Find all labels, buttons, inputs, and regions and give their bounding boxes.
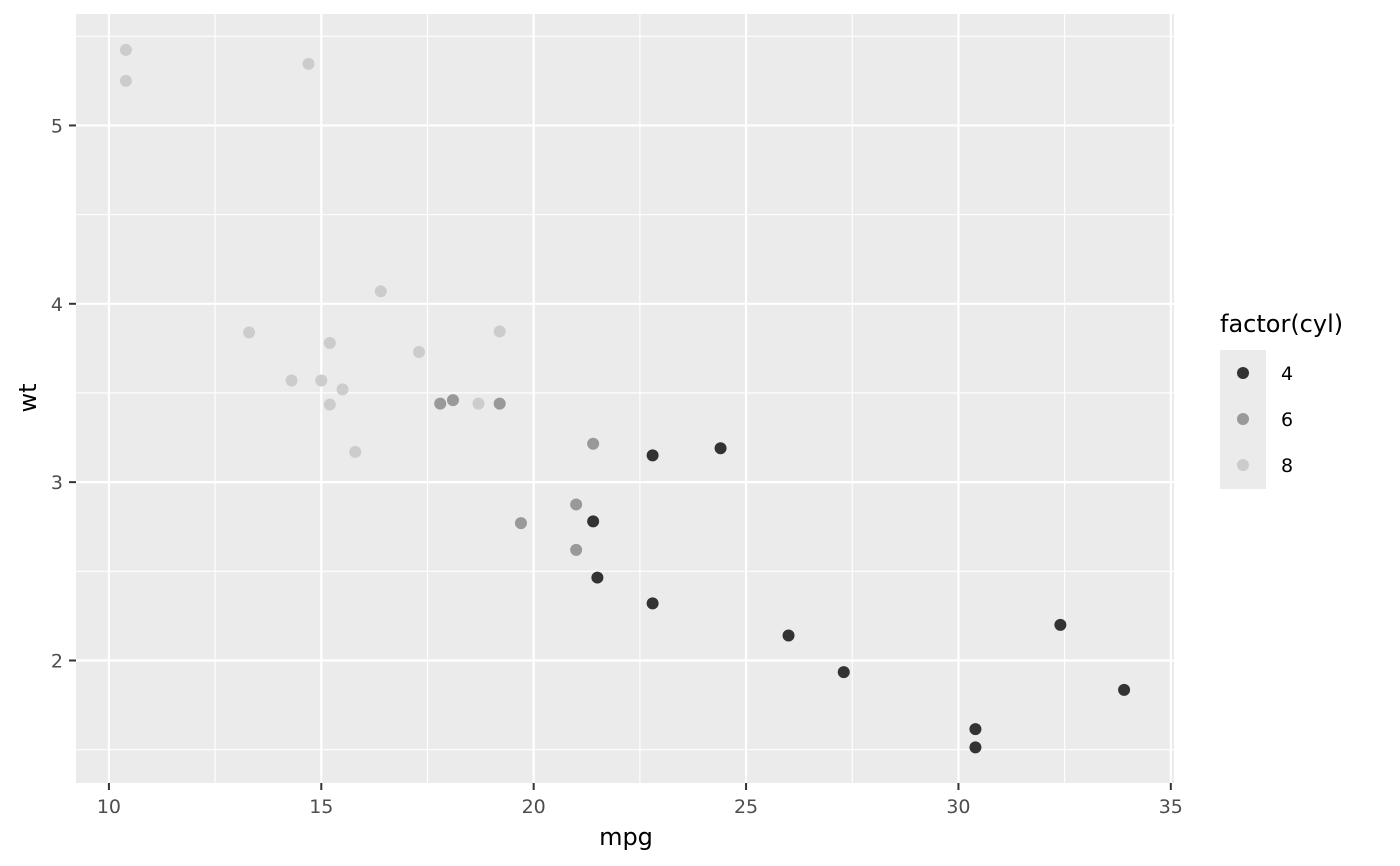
data-point-cyl-4 — [591, 571, 604, 584]
data-point-cyl-6 — [493, 397, 506, 410]
data-point-cyl-6 — [514, 517, 527, 530]
data-point-cyl-6 — [587, 437, 600, 450]
data-point-cyl-4 — [587, 515, 600, 528]
y-axis: 2 3 4 5 — [51, 115, 76, 672]
x-tick-label: 10 — [97, 796, 121, 818]
data-point-cyl-8 — [349, 445, 362, 458]
data-point-cyl-4 — [782, 629, 795, 642]
y-tick-label: 5 — [51, 115, 63, 137]
x-tick-label: 25 — [734, 796, 758, 818]
data-point-cyl-8 — [315, 374, 328, 387]
data-point-cyl-6 — [570, 498, 583, 511]
data-point-cyl-6 — [446, 394, 459, 407]
legend-title: factor(cyl) — [1220, 310, 1343, 338]
x-tick-label: 30 — [946, 796, 970, 818]
data-point-cyl-8 — [119, 43, 132, 56]
data-point-cyl-6 — [434, 397, 447, 410]
legend-label-6: 6 — [1281, 409, 1293, 431]
data-point-cyl-8 — [323, 398, 336, 411]
data-point-cyl-6 — [570, 543, 583, 556]
x-tick-label: 20 — [522, 796, 546, 818]
major-gridlines — [76, 14, 1174, 783]
legend-label-4: 4 — [1281, 363, 1293, 385]
data-point-cyl-8 — [412, 345, 425, 358]
data-point-cyl-8 — [374, 285, 387, 298]
data-point-cyl-8 — [302, 57, 315, 70]
data-point-cyl-4 — [1054, 618, 1067, 631]
data-point-cyl-4 — [1118, 683, 1131, 696]
y-tick-label: 2 — [51, 650, 63, 672]
legend: factor(cyl) 4 6 8 — [1220, 310, 1343, 489]
data-point-cyl-4 — [837, 666, 850, 679]
data-point-cyl-4 — [969, 723, 982, 736]
data-point-cyl-8 — [119, 74, 132, 87]
data-point-cyl-4 — [646, 597, 659, 610]
minor-gridlines — [76, 14, 1174, 783]
data-point-cyl-8 — [285, 374, 298, 387]
data-point-cyl-8 — [472, 397, 485, 410]
data-point-cyl-8 — [336, 383, 349, 396]
data-point-cyl-4 — [646, 449, 659, 462]
panel-background — [76, 14, 1174, 783]
legend-label-8: 8 — [1281, 455, 1293, 477]
x-tick-label: 35 — [1159, 796, 1183, 818]
x-tick-label: 15 — [309, 796, 333, 818]
legend-key-6 — [1237, 413, 1249, 425]
data-point-cyl-8 — [323, 337, 336, 350]
x-axis: 10 15 20 25 30 35 — [97, 783, 1183, 818]
data-point-cyl-4 — [714, 442, 727, 455]
y-tick-label: 3 — [51, 472, 63, 494]
legend-key-4 — [1237, 367, 1249, 379]
y-axis-title: wt — [14, 383, 42, 412]
data-point-cyl-4 — [969, 741, 982, 754]
y-tick-label: 4 — [51, 294, 63, 316]
x-axis-title: mpg — [599, 823, 653, 851]
data-point-cyl-8 — [493, 325, 506, 338]
data-points — [119, 43, 1131, 754]
legend-key-8 — [1237, 459, 1249, 471]
data-point-cyl-8 — [243, 326, 256, 339]
